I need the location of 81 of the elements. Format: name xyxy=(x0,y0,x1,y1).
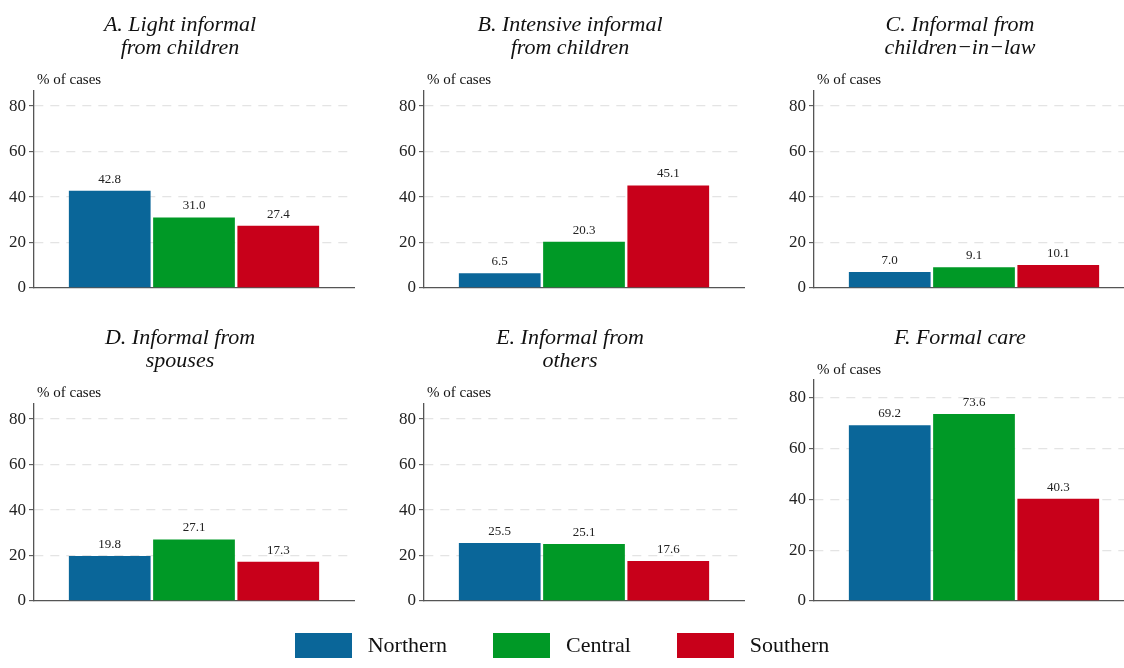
bar xyxy=(1017,498,1100,601)
y-tick-label: 0 xyxy=(797,590,806,610)
y-tick-label: 80 xyxy=(789,387,806,407)
bar xyxy=(933,267,1015,288)
y-tick-label: 0 xyxy=(17,277,26,297)
bar xyxy=(543,543,625,601)
legend-label: Central xyxy=(566,632,631,658)
y-axis-title: % of cases xyxy=(37,70,102,87)
bar xyxy=(153,539,235,601)
chart-title: C. Informal from children−in−law xyxy=(884,11,1036,60)
data-label: 25.5 xyxy=(488,522,512,538)
y-tick-label: 40 xyxy=(789,186,806,206)
bar xyxy=(1017,265,1100,288)
legend-label: Southern xyxy=(749,632,830,658)
y-axis-title: % of cases xyxy=(817,70,882,87)
y-tick-label: 80 xyxy=(399,95,416,115)
y-tick-label: 60 xyxy=(399,454,416,474)
data-label: 42.8 xyxy=(98,170,122,186)
chart-title: D. Informal from spouses xyxy=(103,324,256,373)
y-tick-label: 60 xyxy=(399,141,416,161)
y-tick-label: 0 xyxy=(407,590,416,610)
data-label: 20.3 xyxy=(572,221,596,237)
y-tick-label: 20 xyxy=(399,232,416,251)
data-label: 69.2 xyxy=(878,405,902,421)
y-axis-title: % of cases xyxy=(427,383,492,400)
bar xyxy=(627,560,710,601)
data-label: 31.0 xyxy=(182,197,206,213)
y-tick-label: 20 xyxy=(789,232,806,251)
data-label: 45.1 xyxy=(656,165,680,181)
bar xyxy=(68,190,151,288)
bar xyxy=(458,543,541,601)
y-tick-label: 80 xyxy=(399,408,416,428)
chart-title: F. Formal care xyxy=(893,324,1026,350)
y-tick-label: 20 xyxy=(9,545,26,564)
data-label: 17.3 xyxy=(266,541,290,557)
y-axis-title: % of cases xyxy=(37,383,102,400)
legend-label: Northern xyxy=(367,632,448,658)
y-tick-label: 40 xyxy=(9,499,26,519)
bar xyxy=(543,241,625,288)
y-tick-label: 60 xyxy=(9,454,26,474)
bar xyxy=(237,225,320,288)
data-label: 73.6 xyxy=(962,394,986,410)
y-tick-label: 0 xyxy=(17,590,26,610)
bar xyxy=(627,185,710,288)
data-label: 25.1 xyxy=(572,523,596,539)
chart-title: A. Light informal from children xyxy=(101,11,257,60)
y-tick-label: 0 xyxy=(407,277,416,297)
data-label: 27.4 xyxy=(266,205,291,221)
y-tick-label: 80 xyxy=(9,95,26,115)
bar xyxy=(848,272,931,288)
y-tick-label: 20 xyxy=(399,545,416,564)
y-tick-label: 80 xyxy=(789,95,806,115)
bar xyxy=(848,425,931,601)
data-label: 7.0 xyxy=(881,252,898,268)
data-label: 6.5 xyxy=(491,253,508,269)
data-label: 27.1 xyxy=(182,519,206,535)
y-tick-label: 60 xyxy=(9,141,26,161)
y-tick-label: 40 xyxy=(789,488,806,508)
y-axis-title: % of cases xyxy=(817,360,882,377)
bar xyxy=(68,555,151,601)
chart-title: B. Intensive informal from children xyxy=(477,11,663,60)
data-label: 10.1 xyxy=(1046,244,1070,260)
data-label: 9.1 xyxy=(965,247,983,263)
chart-title: E. Informal from others xyxy=(495,324,644,373)
data-label: 19.8 xyxy=(98,535,122,551)
data-label: 40.3 xyxy=(1046,478,1070,494)
y-tick-label: 40 xyxy=(399,499,416,519)
y-tick-label: 60 xyxy=(789,141,806,161)
bar xyxy=(153,217,235,288)
y-tick-label: 0 xyxy=(797,277,806,297)
y-tick-label: 80 xyxy=(9,408,26,428)
bar xyxy=(933,414,1015,601)
y-tick-label: 60 xyxy=(789,438,806,458)
bar xyxy=(458,273,541,288)
y-tick-label: 40 xyxy=(9,186,26,206)
y-tick-label: 20 xyxy=(789,539,806,559)
y-axis-title: % of cases xyxy=(427,70,492,87)
y-tick-label: 40 xyxy=(399,186,416,206)
bar xyxy=(237,561,320,601)
y-tick-label: 20 xyxy=(9,232,26,251)
data-label: 17.6 xyxy=(656,540,681,556)
